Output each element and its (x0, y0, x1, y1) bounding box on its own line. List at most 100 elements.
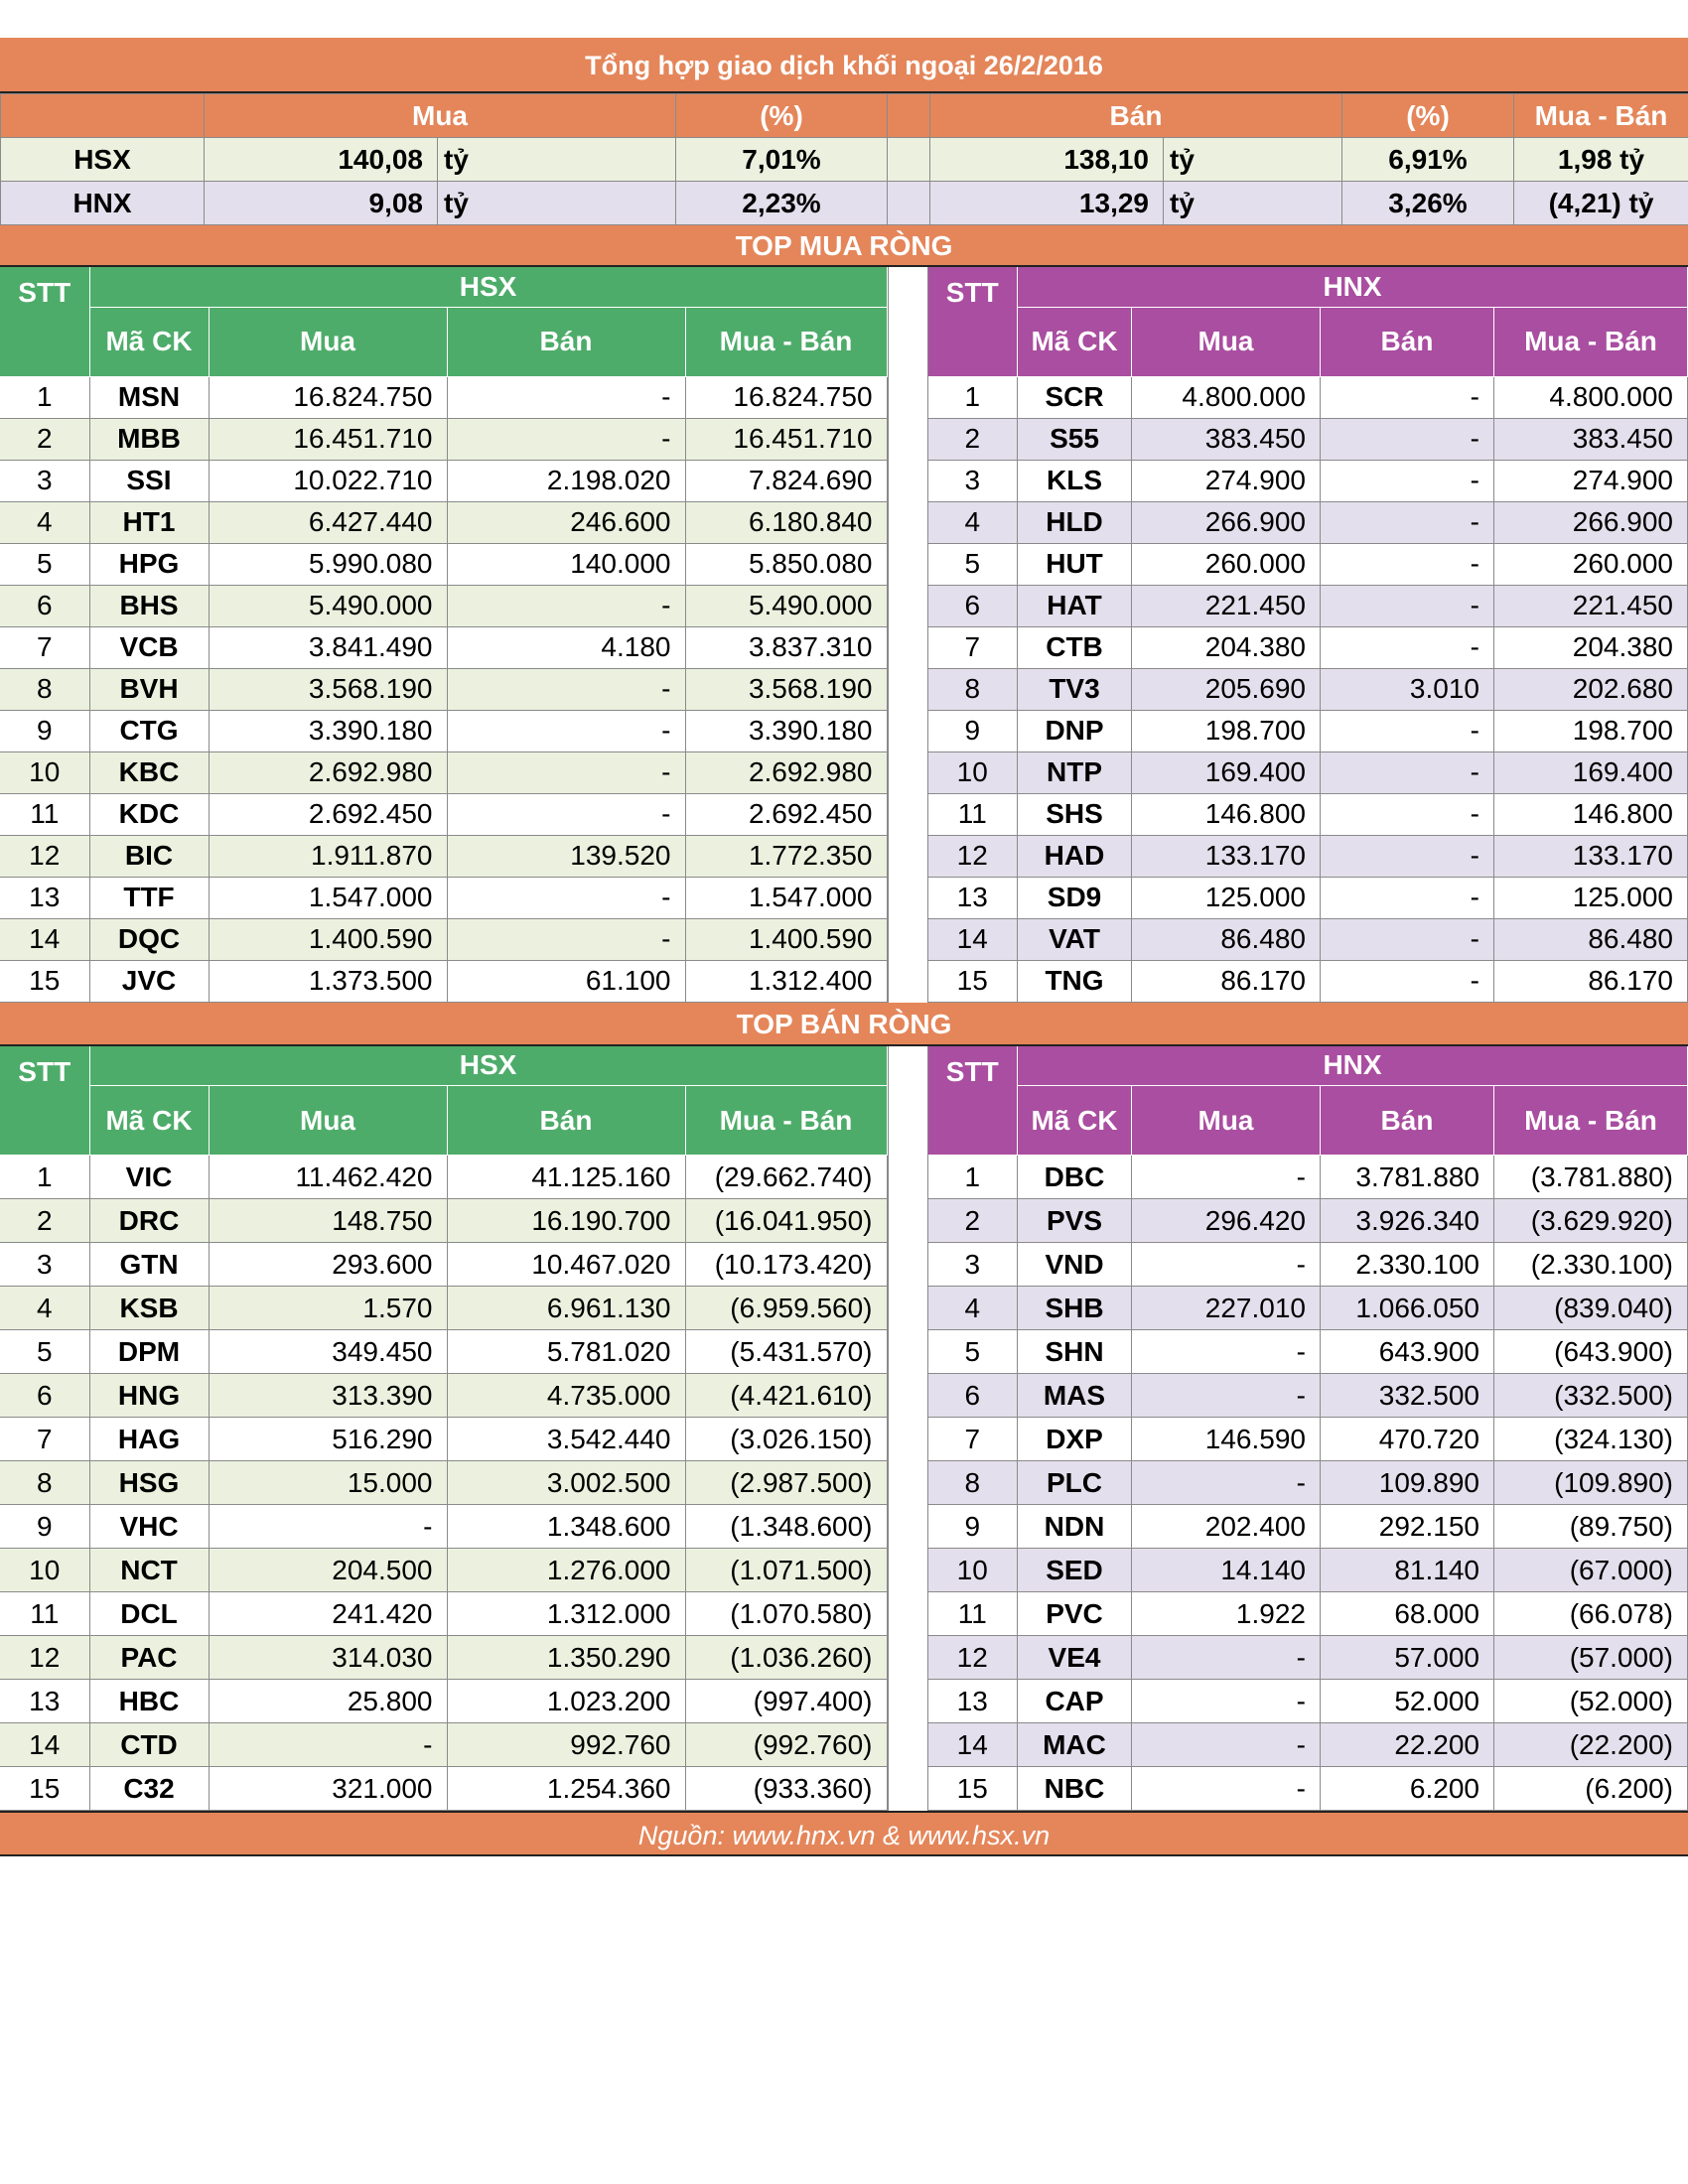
cell-buy: 10.022.710 (209, 460, 448, 502)
cell-buy: - (1131, 1460, 1321, 1505)
cell-net: 383.450 (1493, 418, 1688, 461)
cell-sell: 246.600 (447, 501, 686, 544)
cell-buy: 16.824.750 (209, 376, 448, 419)
summary-gap (887, 137, 930, 182)
cell-stt: 14 (0, 918, 90, 961)
table-row: 9 VHC -1.348.600 (1.348.600) (0, 1504, 888, 1549)
cell-buy: 221.450 (1131, 585, 1321, 627)
cell-stt: 15 (927, 1766, 1018, 1811)
cell-net: 6.180.840 (685, 501, 888, 544)
summary-sell: 138,10 (929, 137, 1164, 182)
cell-net: 5.850.080 (685, 543, 888, 586)
cell-stt: 8 (0, 1460, 90, 1505)
summary-sell-unit: tỷ (1163, 137, 1342, 182)
cell-buy: 5.490.000 (209, 585, 448, 627)
cell-sell: 61.100 (447, 960, 686, 1003)
cell-stt: 9 (0, 710, 90, 752)
cell-code: HNG (89, 1373, 210, 1418)
cell-stt: 10 (0, 1548, 90, 1592)
cell-code: S55 (1017, 418, 1132, 461)
cell-buy: 296.420 (1131, 1198, 1321, 1243)
cell-net: 1.400.590 (685, 918, 888, 961)
cell-stt: 14 (927, 1722, 1018, 1767)
cell-buy: 133.170 (1131, 835, 1321, 878)
cell-sell: 3.002.500 (447, 1460, 686, 1505)
cell-net: (66.078) (1493, 1591, 1688, 1636)
cell-buy: 3.841.490 (209, 626, 448, 669)
cell-sell: 2.198.020 (447, 460, 686, 502)
table-subheader-row: Mã CK Mua Bán Mua - Bán (0, 307, 888, 377)
cell-net: 133.170 (1493, 835, 1688, 878)
cell-stt: 9 (927, 710, 1018, 752)
table-row: 11 DCL 241.420 1.312.000 (1.070.580) (0, 1591, 888, 1636)
table-row: 5 HUT 260.000-260.000 (927, 543, 1688, 586)
cell-net: (6.200) (1493, 1766, 1688, 1811)
cell-code: MAC (1017, 1722, 1132, 1767)
cell-stt: 2 (927, 1198, 1018, 1243)
header-exchange: HSX (89, 1045, 888, 1086)
cell-sell: 4.180 (447, 626, 686, 669)
cell-net: (1.036.260) (685, 1635, 888, 1680)
top-sell-title: TOP BÁN RÒNG (0, 1002, 1688, 1046)
cell-code: NCT (89, 1548, 210, 1592)
summary-table: Mua (%) Bán (%) Mua - Bán HSX 140,08 tỷ … (0, 93, 1688, 225)
table-row: 7 VCB 3.841.490 4.180 3.837.310 (0, 626, 888, 669)
cell-code: HSG (89, 1460, 210, 1505)
cell-stt: 4 (0, 1286, 90, 1330)
cell-buy: 3.568.190 (209, 668, 448, 711)
cell-net: (5.431.570) (685, 1329, 888, 1374)
cell-stt: 12 (0, 835, 90, 878)
cell-net: (839.040) (1493, 1286, 1688, 1330)
header-buy: Mua (209, 307, 448, 377)
cell-net: (3.026.150) (685, 1417, 888, 1461)
cell-code: C32 (89, 1766, 210, 1811)
summary-sell: 13,29 (929, 181, 1164, 225)
cell-stt: 13 (927, 877, 1018, 919)
cell-stt: 3 (0, 1242, 90, 1287)
cell-buy: 3.390.180 (209, 710, 448, 752)
cell-sell: - (1320, 835, 1494, 878)
cell-stt: 12 (0, 1635, 90, 1680)
table-row: 10 SED 14.140 81.140 (67.000) (927, 1548, 1688, 1592)
cell-code: HPG (89, 543, 210, 586)
summary-buy-unit: tỷ (437, 181, 676, 225)
top-buy-title: TOP MUA RÒNG (0, 225, 1688, 267)
cell-code: VIC (89, 1155, 210, 1199)
column-gap (887, 1045, 928, 1811)
header-stt: STT (927, 1045, 1018, 1156)
top-sell-hnx-table: STT HNX Mã CK Mua Bán Mua - Bán 1 DBC -3.781.880… (927, 1045, 1688, 1811)
summary-header-buy-pct: (%) (675, 93, 888, 138)
cell-net: (992.760) (685, 1722, 888, 1767)
cell-sell: 139.520 (447, 835, 686, 878)
table-row: 13 SD9 125.000-125.000 (927, 877, 1688, 919)
header-net: Mua - Bán (1493, 307, 1688, 377)
cell-buy: 25.800 (209, 1679, 448, 1723)
header-code: Mã CK (89, 307, 210, 377)
report-title: Tổng hợp giao dịch khối ngoại 26/2/2016 (0, 38, 1688, 93)
cell-sell: 332.500 (1320, 1373, 1494, 1418)
cell-sell: 41.125.160 (447, 1155, 686, 1199)
cell-code: CTG (89, 710, 210, 752)
cell-sell: - (1320, 501, 1494, 544)
cell-stt: 5 (0, 543, 90, 586)
cell-buy: 205.690 (1131, 668, 1321, 711)
cell-stt: 1 (927, 376, 1018, 419)
cell-net: 86.170 (1493, 960, 1688, 1003)
header-net: Mua - Bán (685, 307, 888, 377)
cell-net: 1.312.400 (685, 960, 888, 1003)
cell-net: (89.750) (1493, 1504, 1688, 1549)
table-row: 1 VIC 11.462.420 41.125.160 (29.662.740) (0, 1155, 888, 1199)
cell-net: (22.200) (1493, 1722, 1688, 1767)
cell-code: DPM (89, 1329, 210, 1374)
cell-code: HAD (1017, 835, 1132, 878)
cell-code: TV3 (1017, 668, 1132, 711)
table-row: 10 NTP 169.400-169.400 (927, 751, 1688, 794)
table-row: 15 NBC -6.200 (6.200) (927, 1766, 1688, 1811)
cell-buy: - (209, 1722, 448, 1767)
cell-buy: 383.450 (1131, 418, 1321, 461)
cell-net: 2.692.450 (685, 793, 888, 836)
cell-stt: 8 (927, 668, 1018, 711)
table-row: 1 DBC -3.781.880 (3.781.880) (927, 1155, 1688, 1199)
cell-stt: 6 (0, 1373, 90, 1418)
cell-code: JVC (89, 960, 210, 1003)
